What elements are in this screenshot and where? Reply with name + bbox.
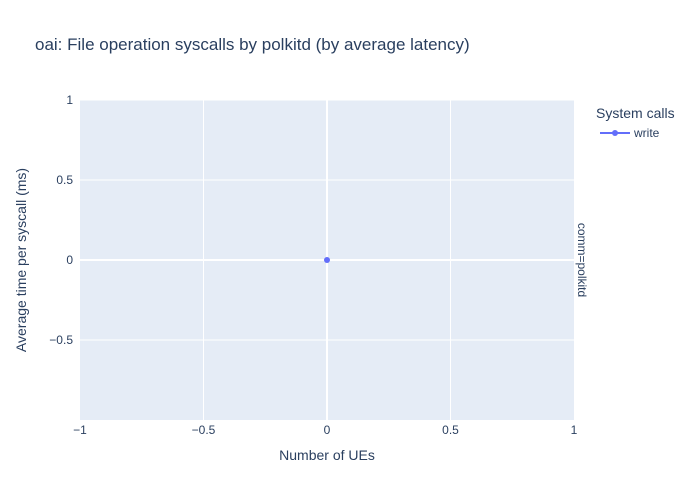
chart-title: oai: File operation syscalls by polkitd …	[35, 35, 470, 54]
y-axis-title: Average time per syscall (ms)	[13, 168, 29, 352]
legend-marker-icon	[612, 130, 618, 136]
legend-items: write	[600, 126, 660, 140]
y-tick-label: 0.5	[56, 173, 73, 187]
y-tick-label: 1	[66, 93, 73, 107]
legend-title: System calls	[596, 105, 675, 121]
data-point[interactable]	[324, 257, 330, 263]
y-tick-label: −0.5	[49, 333, 73, 347]
legend-item[interactable]: write	[600, 126, 660, 140]
data-marks	[324, 257, 330, 263]
x-tick-label: 0	[324, 423, 331, 437]
legend: System calls write	[596, 105, 675, 140]
y-tick-label: 0	[66, 253, 73, 267]
x-tick-label: −1	[73, 423, 87, 437]
x-tick-label: 0.5	[442, 423, 459, 437]
y-ticks: −0.5 0 0.5 1	[49, 93, 73, 347]
x-axis-title: Number of UEs	[279, 447, 375, 463]
facet-label: comm=polkitd	[575, 223, 589, 297]
x-tick-label: 1	[571, 423, 578, 437]
x-ticks: −1 −0.5 0 0.5 1	[73, 423, 578, 437]
x-tick-label: −0.5	[192, 423, 216, 437]
legend-label: write	[633, 126, 660, 140]
